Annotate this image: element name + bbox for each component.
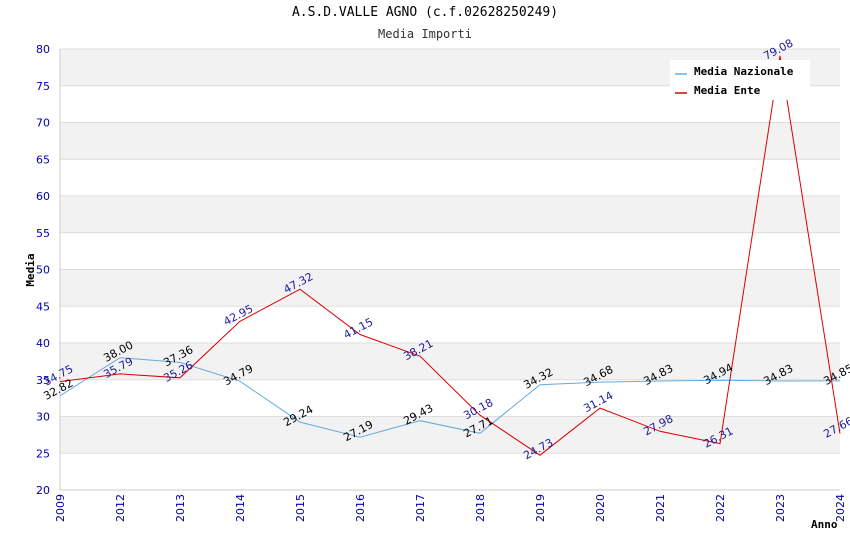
grid-band [60, 343, 840, 380]
series-line-nazionale [59, 357, 841, 438]
y-tick-label: 55 [36, 227, 50, 240]
y-tick-label: 60 [36, 190, 50, 203]
grid-band [60, 416, 840, 454]
y-tick-label: 45 [36, 300, 50, 313]
x-tick-label: 2012 [114, 494, 127, 522]
x-axis-title: Anno [811, 518, 838, 531]
data-label-ente: 31.14 [581, 389, 615, 415]
series-line-ente [59, 55, 841, 456]
x-tick-label: 2015 [294, 494, 307, 522]
legend-label-nazionale: Media Nazionale [694, 65, 794, 78]
y-tick-label: 50 [36, 264, 50, 277]
y-tick-label: 25 [36, 447, 50, 460]
chart-subtitle: Media Importi [378, 27, 472, 41]
legend-box [670, 60, 810, 100]
x-tick-label: 2009 [54, 494, 67, 522]
x-tick-label: 2013 [174, 494, 187, 522]
axes [59, 49, 840, 491]
chart-title: A.S.D.VALLE AGNO (c.f.02628250249) [291, 5, 559, 20]
y-tick-label: 65 [36, 153, 50, 166]
y-tick-label: 80 [36, 43, 50, 56]
y-axis-title: Media [24, 253, 37, 286]
y-axis-ticks: 20 25 30 35 40 45 50 55 60 65 70 75 80 [36, 43, 50, 497]
x-tick-label: 2021 [654, 494, 667, 522]
x-tick-label: 2016 [354, 494, 367, 522]
x-tick-label: 2019 [534, 494, 547, 522]
grid-band [60, 196, 840, 233]
y-tick-label: 20 [36, 484, 50, 497]
x-tick-label: 2018 [474, 494, 487, 522]
legend: Media Nazionale Media Ente [670, 60, 810, 100]
legend-label-ente: Media Ente [694, 84, 761, 97]
x-tick-label: 2024 [834, 494, 847, 522]
y-tick-label: 40 [36, 337, 50, 350]
grid-band [60, 122, 840, 160]
x-tick-label: 2017 [414, 494, 427, 522]
y-tick-label: 35 [36, 374, 50, 387]
data-label-ente: 41.15 [341, 315, 375, 341]
x-tick-label: 2023 [774, 494, 787, 522]
y-tick-label: 30 [36, 411, 50, 424]
x-tick-label: 2020 [594, 494, 607, 522]
grid-bands [60, 49, 840, 454]
y-tick-label: 70 [36, 117, 50, 130]
grid-band [60, 269, 840, 307]
y-tick-label: 75 [36, 80, 50, 93]
series-lines [59, 55, 841, 456]
x-axis-ticks: 2009 2012 2013 2014 2015 2016 2017 2018 2019 2020… [54, 494, 847, 522]
x-tick-label: 2014 [234, 494, 247, 522]
x-tick-label: 2022 [714, 494, 727, 522]
